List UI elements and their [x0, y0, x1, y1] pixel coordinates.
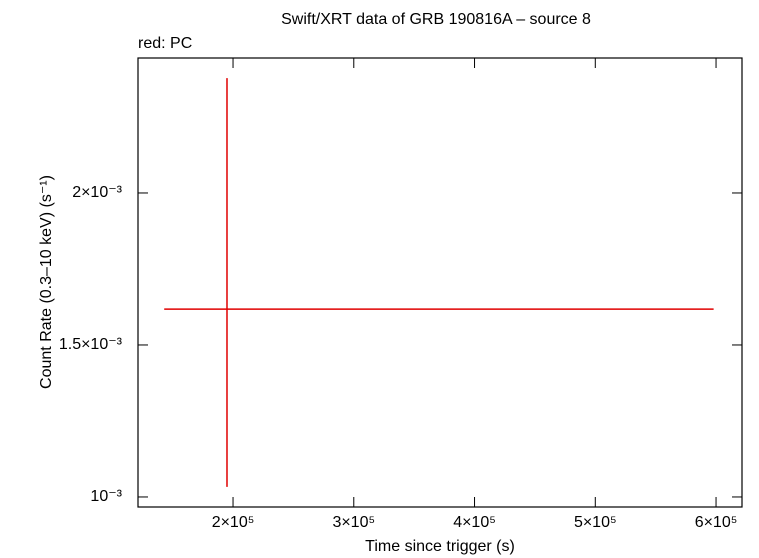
x-tick-label: 3×10⁵ — [332, 514, 375, 531]
plot-frame — [137, 57, 743, 508]
x-axis-label: Time since trigger (s) — [365, 538, 515, 555]
chart-title: Swift/XRT data of GRB 190816A – source 8 — [281, 11, 591, 28]
y-tick-label: 10⁻³ — [90, 488, 122, 505]
y-tick-label: 1.5×10⁻³ — [59, 336, 123, 353]
x-tick-label: 4×10⁵ — [453, 514, 496, 531]
x-tick-label: 6×10⁵ — [695, 514, 738, 531]
annotation: red: PC — [138, 35, 192, 52]
x-tick-label: 5×10⁵ — [574, 514, 617, 531]
y-axis-label: Count Rate (0.3–10 keV) (s⁻¹) — [38, 175, 55, 389]
y-tick-label: 2×10⁻³ — [72, 184, 122, 201]
x-tick-label: 2×10⁵ — [212, 514, 255, 531]
